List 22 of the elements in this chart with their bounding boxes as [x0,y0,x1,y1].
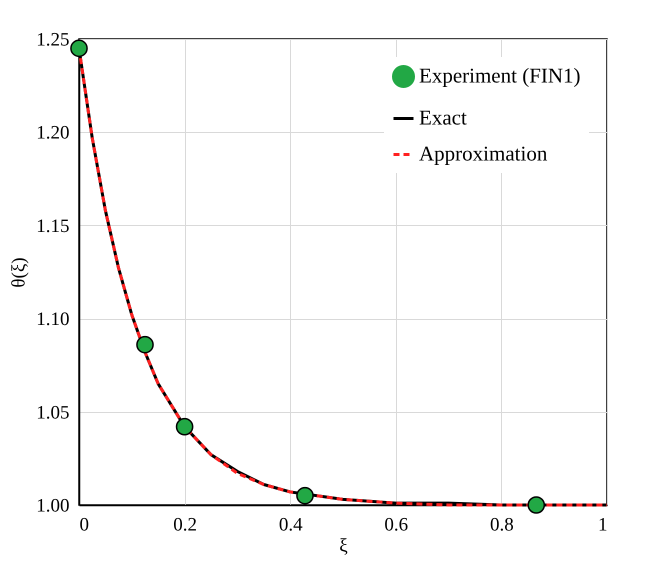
point [296,486,314,504]
y-tick-label: 1.10 [36,309,70,330]
legend-label: Approximation [419,142,548,166]
point [527,496,546,514]
y-tick-label: 1.00 [36,496,70,516]
point [70,40,88,58]
x-tick-label: 0.6 [384,514,408,536]
point [136,336,154,354]
y-tick-label: 1.15 [36,216,70,237]
x-tick-label: 0 [80,514,89,536]
legend-label: Exact [419,106,467,130]
y-axis-title: θ(ξ) [8,257,30,288]
x-tick-label: 0.2 [173,514,197,536]
y-tick-label: 1.05 [36,402,70,424]
x-tick-label: 0.8 [490,514,514,536]
x-tick-label: 0.4 [278,514,304,536]
x-tick-label: 1 [598,514,608,536]
y-tick-label: 1.25 [36,30,70,50]
x-axis-title: ξ [339,536,348,556]
point [176,418,194,436]
y-tick-label: 1.20 [36,122,70,144]
legend-label: Experiment (FIN1) [419,64,581,88]
